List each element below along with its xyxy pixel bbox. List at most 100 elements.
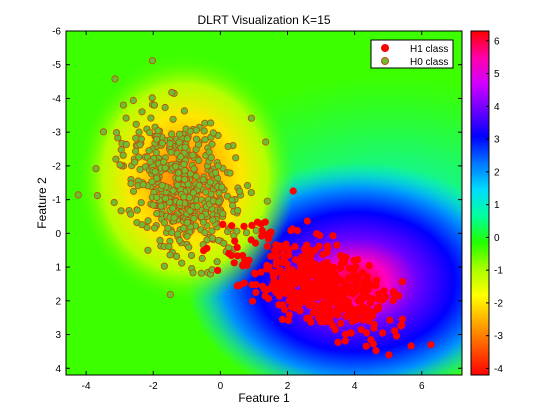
colorbar-scale [470, 30, 490, 376]
data-point [291, 243, 299, 251]
data-point [136, 141, 144, 149]
colorbar-tick-label: -4 [494, 364, 503, 375]
data-point [168, 229, 176, 237]
data-point [185, 243, 193, 251]
data-point [177, 153, 185, 161]
data-point [344, 274, 353, 282]
data-point [135, 153, 143, 161]
x-tick-label: 0 [218, 381, 224, 392]
data-point [233, 282, 241, 290]
data-point [334, 338, 342, 346]
data-point [166, 290, 174, 299]
data-point [187, 251, 196, 260]
data-point [353, 284, 361, 292]
data-point [213, 258, 221, 266]
data-point [176, 199, 184, 207]
data-point [398, 315, 406, 323]
y-tick-label: 2 [55, 296, 61, 307]
data-point [166, 251, 174, 259]
data-point [251, 239, 260, 247]
data-point [247, 189, 255, 197]
data-point [156, 236, 164, 244]
data-point [347, 329, 355, 337]
colorbar-tick-label: 5 [494, 69, 500, 80]
data-point [138, 221, 146, 229]
data-point [139, 181, 147, 189]
data-point [110, 198, 118, 207]
data-point [314, 303, 323, 311]
data-point [341, 337, 349, 345]
data-point [150, 101, 158, 109]
data-point [305, 279, 313, 287]
data-point [284, 316, 292, 324]
data-point [190, 165, 198, 173]
series-h1-points [200, 187, 435, 359]
data-point [282, 259, 290, 267]
data-point [264, 294, 272, 303]
data-point [232, 154, 240, 162]
data-point [208, 140, 216, 148]
y-tick-label: -1 [52, 195, 61, 206]
data-point [151, 224, 159, 232]
data-point [315, 242, 323, 250]
data-point [269, 273, 278, 281]
data-point [272, 247, 280, 255]
data-point [99, 128, 108, 136]
y-tick-label: -4 [52, 94, 61, 105]
data-point [264, 285, 272, 293]
data-point [147, 114, 155, 122]
data-point [358, 302, 366, 310]
data-point [92, 165, 100, 173]
data-point [146, 129, 154, 137]
data-point [135, 128, 143, 136]
data-point [186, 207, 194, 215]
data-point [338, 256, 347, 265]
data-point [122, 140, 130, 148]
data-point [370, 324, 378, 332]
legend-marker-h1 [381, 44, 389, 52]
data-point [148, 94, 156, 102]
data-point [252, 288, 260, 297]
data-point [153, 135, 161, 143]
data-point [295, 257, 303, 265]
data-point [180, 107, 188, 115]
data-point [184, 180, 192, 188]
data-point [366, 299, 374, 307]
y-tick-label: 0 [55, 229, 61, 240]
data-point [303, 267, 311, 276]
data-point [127, 210, 135, 218]
plot-area: -4 -2 0 2 4 6 -6 -5 -4 -3 -2 -1 0 1 2 3 4 [52, 27, 463, 392]
data-point [201, 228, 209, 237]
data-point [175, 130, 184, 138]
data-point [193, 202, 201, 210]
data-point [161, 103, 169, 112]
data-point [200, 127, 208, 135]
data-point [224, 142, 232, 151]
data-point [302, 245, 310, 253]
data-point [219, 210, 227, 218]
data-point [297, 288, 305, 296]
data-point [132, 120, 140, 128]
data-point [331, 326, 339, 334]
data-point [186, 127, 194, 135]
x-tick-label: 6 [419, 381, 425, 392]
data-point [151, 168, 159, 176]
data-point [329, 232, 337, 240]
data-point [369, 308, 378, 316]
data-point [303, 314, 311, 322]
colorbar-tick-label: 2 [494, 167, 500, 178]
data-point [263, 197, 271, 205]
data-point [175, 169, 183, 177]
data-point [318, 266, 326, 274]
data-point [386, 316, 394, 324]
data-point [181, 143, 189, 151]
colorbar-tick-label: 1 [494, 200, 500, 211]
data-point [158, 139, 166, 147]
data-point [319, 291, 328, 299]
data-point [144, 246, 152, 254]
data-point [253, 218, 262, 226]
data-point [131, 158, 139, 166]
y-tick-label: 3 [55, 330, 61, 341]
data-point [242, 229, 251, 237]
data-point [407, 342, 415, 350]
